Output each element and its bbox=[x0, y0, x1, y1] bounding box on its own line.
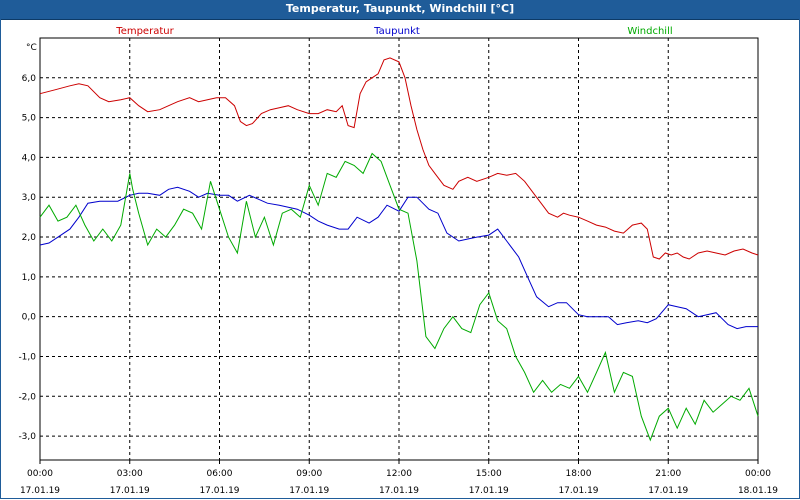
series-line-windchill bbox=[39, 152, 759, 442]
x-tick-time: 21:00 bbox=[655, 469, 681, 479]
x-tick-time: 03:00 bbox=[117, 469, 143, 479]
y-tick-label: -1,0 bbox=[18, 352, 36, 362]
x-tick-date: 18.01.19 bbox=[738, 486, 778, 496]
grid bbox=[39, 37, 759, 461]
x-tick-date: 17.01.19 bbox=[379, 486, 419, 496]
y-tick-label: 4,0 bbox=[22, 153, 37, 163]
series bbox=[39, 57, 759, 442]
y-tick-label: 1,0 bbox=[22, 273, 37, 283]
legend-entry-windchill: Windchill bbox=[627, 26, 672, 37]
x-tick-time: 00:00 bbox=[27, 469, 53, 479]
series-line-temperatur bbox=[39, 57, 759, 260]
legend-entry-taupunkt: Taupunkt bbox=[373, 26, 420, 37]
y-tick-label: 2,0 bbox=[22, 233, 37, 243]
x-tick-time: 00:00 bbox=[745, 469, 771, 479]
x-tick-date: 17.01.19 bbox=[199, 486, 239, 496]
x-tick-time: 09:00 bbox=[296, 469, 322, 479]
y-tick-label: 5,0 bbox=[22, 114, 37, 124]
x-tick-time: 06:00 bbox=[207, 469, 233, 479]
x-tick-time: 18:00 bbox=[566, 469, 592, 479]
y-tick-label: 6,0 bbox=[22, 74, 37, 84]
x-tick-date: 17.01.19 bbox=[289, 486, 329, 496]
axes: °C bbox=[26, 43, 759, 464]
x-tick-date: 17.01.19 bbox=[110, 486, 150, 496]
window-title: Temperatur, Taupunkt, Windchill [°C] bbox=[0, 0, 800, 20]
x-tick-date: 17.01.19 bbox=[558, 486, 598, 496]
y-axis-label: °C bbox=[26, 43, 37, 53]
x-tick-date: 17.01.19 bbox=[469, 486, 509, 496]
series-line-taupunkt bbox=[39, 186, 758, 330]
y-tick-label: 0,0 bbox=[22, 313, 37, 323]
legend-entry-temperatur: Temperatur bbox=[115, 26, 174, 37]
x-tick-date: 17.01.19 bbox=[20, 486, 60, 496]
y-tick-label: -2,0 bbox=[18, 392, 36, 402]
x-tick-date: 17.01.19 bbox=[648, 486, 688, 496]
ticks: 6,0 5,0 4,0 3,0 2,0 1,0 0,0 -1,0 -2,0 -3,0 00:00 17… bbox=[18, 74, 778, 496]
x-tick-time: 12:00 bbox=[386, 469, 412, 479]
x-tick-time: 15:00 bbox=[476, 469, 502, 479]
y-tick-label: -3,0 bbox=[18, 432, 36, 442]
legend: Temperatur Taupunkt Windchill bbox=[115, 26, 672, 37]
y-tick-label: 3,0 bbox=[22, 193, 37, 203]
